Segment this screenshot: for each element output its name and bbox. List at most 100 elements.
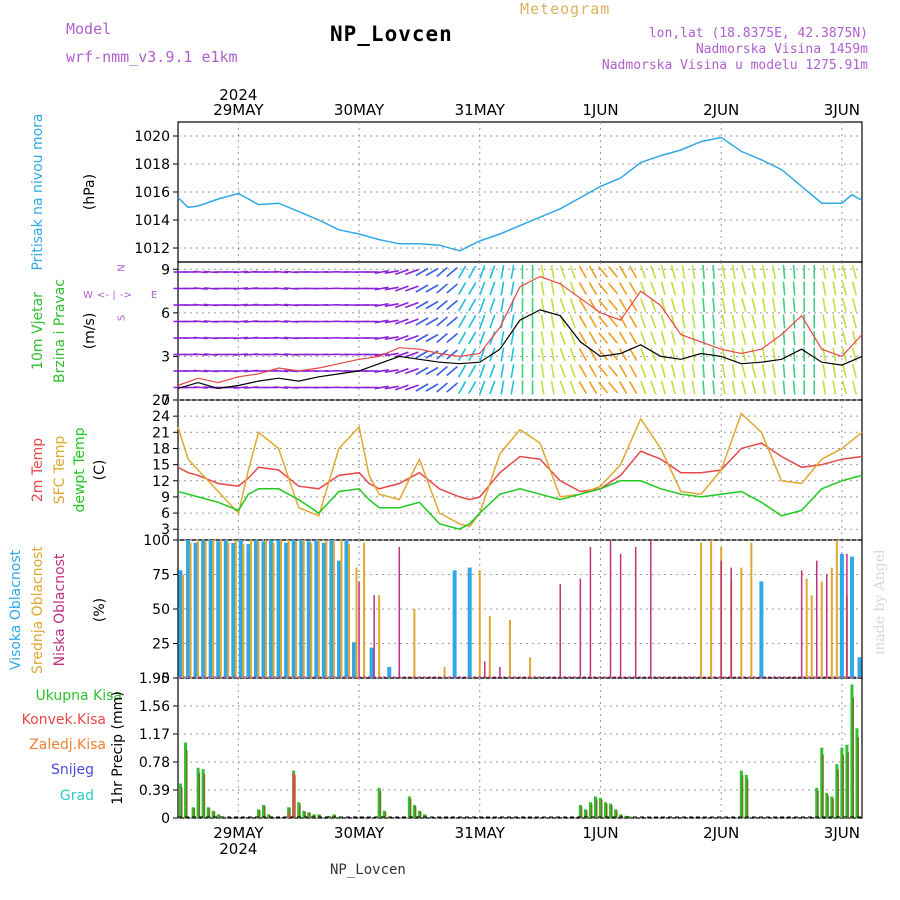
cloud-bar <box>276 540 281 678</box>
wind-arrow <box>771 264 776 280</box>
wind-arrow <box>384 302 399 308</box>
wind-arrow <box>500 330 505 346</box>
wind-arrow <box>384 319 399 324</box>
precip-bar <box>262 805 265 818</box>
precip-bar <box>307 812 311 818</box>
wind-arrow <box>569 347 576 362</box>
precip-bar-shade <box>409 798 412 818</box>
wind-arrow <box>702 380 705 395</box>
precip-bar <box>825 792 829 818</box>
wind-arrow <box>628 282 638 295</box>
wind-arrow <box>792 314 796 329</box>
wind-arrow <box>405 301 419 309</box>
wind-arrow <box>233 287 248 290</box>
precip-bar <box>256 809 260 818</box>
cloud-bar <box>467 567 472 678</box>
cloud-bar <box>355 567 358 678</box>
precip-bar-shade <box>606 803 608 818</box>
wind-arrow <box>489 380 496 395</box>
cloud-bar <box>186 540 191 678</box>
wind-arrow <box>374 385 389 390</box>
wind-arrow <box>468 381 477 394</box>
wind-arrow <box>436 266 448 278</box>
wind-arrow <box>384 335 399 341</box>
wind-arrow <box>721 314 726 329</box>
ytick-label-precip-0: 0 <box>161 811 170 827</box>
wind-arrow <box>446 266 458 278</box>
wind-arrow <box>761 281 766 296</box>
wind-arrow <box>425 267 439 277</box>
wind-arrow <box>550 314 555 329</box>
wind-arrow <box>691 281 696 296</box>
wind-arrow <box>436 316 448 327</box>
wind-arrow <box>660 281 666 296</box>
wind-arrow <box>578 315 588 328</box>
precip-bar <box>609 803 613 818</box>
cloud-bar <box>219 540 222 678</box>
cloud-bar <box>317 540 320 678</box>
wind-arrow <box>479 265 486 279</box>
date-tick-top-1: 30MAY <box>334 101 385 119</box>
wind-arrow <box>782 264 786 280</box>
wind-arrow <box>741 347 747 362</box>
wind-arrow <box>436 365 448 377</box>
precip-bar-shade <box>600 799 603 818</box>
date-tick-top-2: 31MAY <box>455 101 506 119</box>
wind-arrow <box>457 298 467 312</box>
temp-line-1 <box>177 412 863 528</box>
wind-arrow <box>731 297 736 313</box>
wind-arrow <box>792 347 796 362</box>
precip-bar-shade <box>580 806 583 818</box>
ytick-label-pressure-4: 1020 <box>134 129 170 145</box>
precip-bar-shade <box>329 816 331 818</box>
wind-arrow <box>588 331 598 345</box>
precip-bar <box>382 810 386 818</box>
wind-arrow <box>660 265 666 279</box>
cloud-bar <box>336 560 341 678</box>
cloud-bar <box>272 542 275 678</box>
cloud-bar <box>223 540 228 678</box>
ytick-label-wind-2: 6 <box>161 306 170 322</box>
wind-arrow <box>650 314 657 329</box>
cloud-bar <box>257 541 260 678</box>
wind-arrow <box>374 286 389 291</box>
precip-bar <box>845 744 849 818</box>
wind-arrow <box>761 297 766 313</box>
wind-arrow <box>832 314 837 329</box>
wind-arrow <box>702 297 705 313</box>
precip-bar <box>739 770 743 818</box>
cloud-bar <box>413 609 416 678</box>
precip-bar-shade <box>309 812 311 818</box>
wind-arrow <box>841 364 847 378</box>
precip-bar-shade <box>264 806 266 818</box>
wind-arrow <box>479 331 486 345</box>
wind-arrow <box>489 281 496 296</box>
precip-bar-shade <box>218 814 221 818</box>
temp-line-0 <box>177 442 863 501</box>
wind-arrow <box>681 347 686 362</box>
wind-arrow <box>559 380 566 395</box>
wind-arrow <box>771 281 776 296</box>
wind-arrow <box>751 380 757 395</box>
wind-arrow <box>500 380 505 395</box>
compass-mid: | <box>112 290 115 301</box>
precip-bar-shade <box>852 697 854 818</box>
wind-arrow <box>751 331 757 345</box>
wind-arrow <box>569 265 576 279</box>
wind-arrow <box>851 331 858 345</box>
wind-arrow <box>832 264 837 280</box>
cloud-ylabel-mid: Srednja Oblacnost <box>30 546 46 674</box>
wind-arrow <box>822 380 827 395</box>
wind-arrow <box>597 266 609 278</box>
wind-arrow <box>384 368 399 374</box>
wind-arrow <box>193 303 208 307</box>
wind-arrow <box>597 348 609 361</box>
ytick-label-pressure-2: 1016 <box>134 185 170 201</box>
wind-arrow <box>731 330 736 346</box>
cloud-ylabel-high: Visoka Oblacnost <box>8 549 24 670</box>
ytick-label-temperature-4: 15 <box>152 458 170 474</box>
precip-bar-shade <box>595 798 598 818</box>
ytick-label-precip-3: 1.17 <box>139 727 170 743</box>
cloud-bar <box>700 542 703 678</box>
